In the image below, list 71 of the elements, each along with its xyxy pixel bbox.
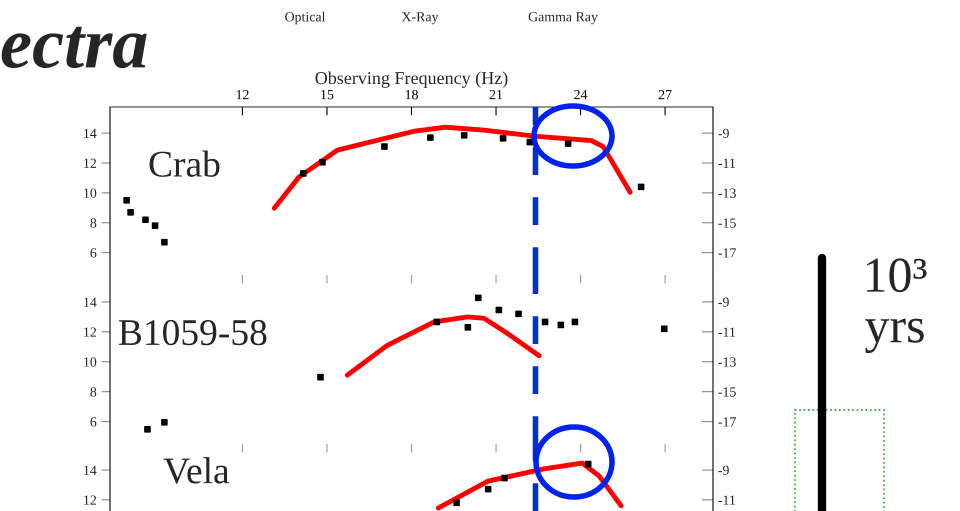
y2-tick-label: -13	[718, 357, 736, 367]
y-tick-label: 8	[90, 387, 96, 397]
point	[564, 140, 572, 147]
point	[515, 310, 522, 318]
point	[474, 294, 482, 302]
annotation: Vela	[163, 457, 230, 484]
text: Optical	[285, 12, 326, 24]
line-series	[436, 460, 624, 510]
y-tick-label: 8	[90, 218, 96, 228]
point	[317, 374, 324, 380]
point	[427, 134, 434, 141]
x-tick-label: 24	[574, 90, 588, 100]
y-tick-label: 14	[84, 466, 97, 475]
annotation: B1059-58	[118, 320, 266, 346]
point	[638, 184, 644, 190]
point	[460, 132, 468, 139]
y2-tick-label: -9	[718, 466, 729, 476]
point	[542, 318, 548, 326]
y-tick-label: 12	[84, 327, 96, 337]
point	[434, 318, 440, 326]
y2-tick-label: -11	[718, 158, 736, 168]
point	[496, 306, 502, 314]
annotation: Crab	[150, 150, 220, 177]
x-tick-label: 12	[236, 90, 249, 100]
point	[584, 460, 592, 468]
y-tick-label: 6	[90, 417, 96, 427]
text: X-Ray	[402, 12, 438, 24]
point	[300, 170, 307, 177]
y-tick-label: 10	[84, 357, 96, 367]
point	[572, 318, 578, 326]
text: Gamma Ray	[528, 12, 598, 24]
point	[501, 474, 508, 482]
x-tick-label: 21	[490, 90, 502, 100]
point	[381, 143, 388, 150]
y2-tick-label: -9	[718, 298, 729, 307]
point	[161, 419, 168, 426]
y2-tick-label: -11	[718, 495, 736, 505]
y2-tick-label: -11	[718, 327, 736, 337]
y-tick-label: 14	[84, 128, 97, 138]
y-tick-label: 10	[84, 188, 96, 198]
point	[152, 222, 158, 230]
point	[142, 216, 149, 224]
y2-tick-label: -17	[718, 417, 736, 426]
point	[464, 324, 472, 331]
x-axis-title: Observing Frequency (Hz)	[315, 71, 508, 88]
y2-tick-label: -15	[718, 387, 736, 397]
point	[127, 208, 134, 216]
y2-tick-label: -15	[718, 218, 736, 228]
text: 10³ yrs	[865, 258, 927, 354]
line-series	[272, 124, 633, 211]
point	[500, 135, 506, 142]
line-series	[344, 314, 542, 378]
point	[319, 158, 326, 166]
point	[660, 326, 668, 332]
y2-tick-label: -9	[718, 128, 729, 138]
point	[161, 238, 168, 246]
point	[484, 486, 492, 492]
y-tick-label: 14	[84, 298, 97, 307]
y-tick-label: 12	[84, 495, 96, 505]
point	[558, 322, 564, 328]
y2-tick-label: -17	[718, 248, 736, 258]
x-tick-label: 18	[406, 90, 418, 100]
x-tick-label: 27	[658, 90, 672, 100]
point	[144, 426, 151, 433]
y2-tick-label: -13	[718, 188, 736, 198]
point	[453, 500, 460, 506]
y-tick-label: 6	[90, 248, 96, 258]
x-tick-label: 15	[321, 90, 334, 100]
y-tick-label: 12	[84, 158, 96, 168]
chart-title: ectra	[2, 26, 147, 68]
point	[123, 197, 130, 204]
